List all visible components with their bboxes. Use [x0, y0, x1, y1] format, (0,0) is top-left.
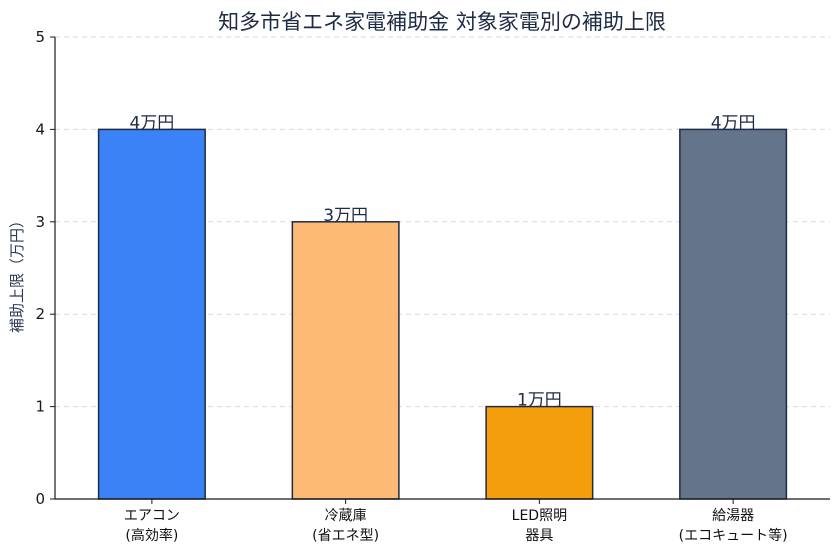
x-tick-label: (高効率)	[125, 527, 178, 544]
data-label: 3万円	[323, 206, 368, 226]
bar	[291, 221, 400, 500]
y-tick-labels: 0 1 2 3 4 5	[35, 28, 55, 508]
y-tick-label: 5	[35, 28, 45, 46]
bar	[679, 128, 788, 500]
x-tick-label: LED照明	[512, 508, 567, 524]
data-label: 1万円	[517, 391, 562, 411]
data-labels: 4万円 3万円 1万円 4万円	[129, 113, 755, 410]
data-label: 4万円	[129, 113, 174, 133]
y-tick-label: 0	[35, 490, 45, 508]
x-tick-label: 給湯器	[712, 507, 754, 524]
x-tick-label: 冷蔵庫	[325, 507, 367, 524]
y-tick-label: 4	[35, 120, 45, 138]
y-axis-label: 補助上限（万円）	[8, 213, 26, 333]
bar	[485, 405, 594, 500]
x-tick-label: エアコン	[124, 508, 180, 524]
bar	[97, 128, 206, 500]
y-tick-label: 1	[35, 398, 45, 416]
x-tick-label: 器具	[525, 528, 553, 544]
chart-title: 知多市省エネ家電補助金 対象家電別の補助上限	[218, 10, 666, 34]
data-label: 4万円	[711, 113, 756, 133]
axes	[54, 37, 830, 500]
y-tick-label: 3	[35, 213, 45, 231]
bars	[97, 128, 788, 500]
x-tick-label: (エコキュート等)	[679, 527, 788, 544]
y-tick-label: 2	[35, 305, 45, 323]
x-tick-label: (省エネ型)	[312, 528, 379, 544]
